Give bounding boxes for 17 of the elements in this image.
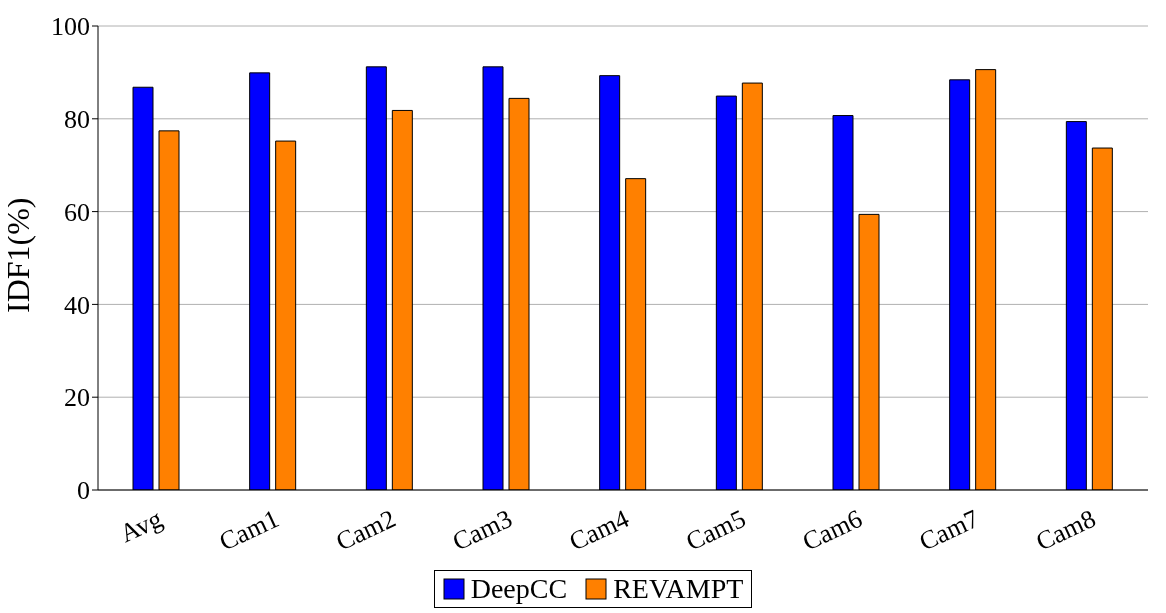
x-tick-label: Cam3 — [448, 503, 517, 557]
x-tick-label: Cam8 — [1031, 503, 1100, 557]
x-tick-label: Cam5 — [681, 503, 750, 557]
y-tick-label: 0 — [77, 476, 90, 506]
x-tick-label: Cam1 — [214, 503, 284, 557]
x-tick-label: Cam6 — [798, 503, 867, 557]
y-tick-label: 40 — [64, 290, 90, 320]
y-tick-label: 60 — [64, 197, 90, 227]
legend-label: REVAMPT — [612, 573, 744, 605]
x-tick-label: Avg — [115, 503, 167, 549]
y-tick-label: 80 — [64, 105, 90, 135]
x-tick-label: Cam2 — [331, 503, 400, 557]
y-tick-label: 20 — [64, 383, 90, 413]
y-tick-label: 100 — [51, 12, 90, 42]
x-tick-label: Cam7 — [914, 503, 984, 557]
legend-label: DeepCC — [469, 573, 568, 605]
x-tick-label: Cam4 — [564, 503, 634, 557]
